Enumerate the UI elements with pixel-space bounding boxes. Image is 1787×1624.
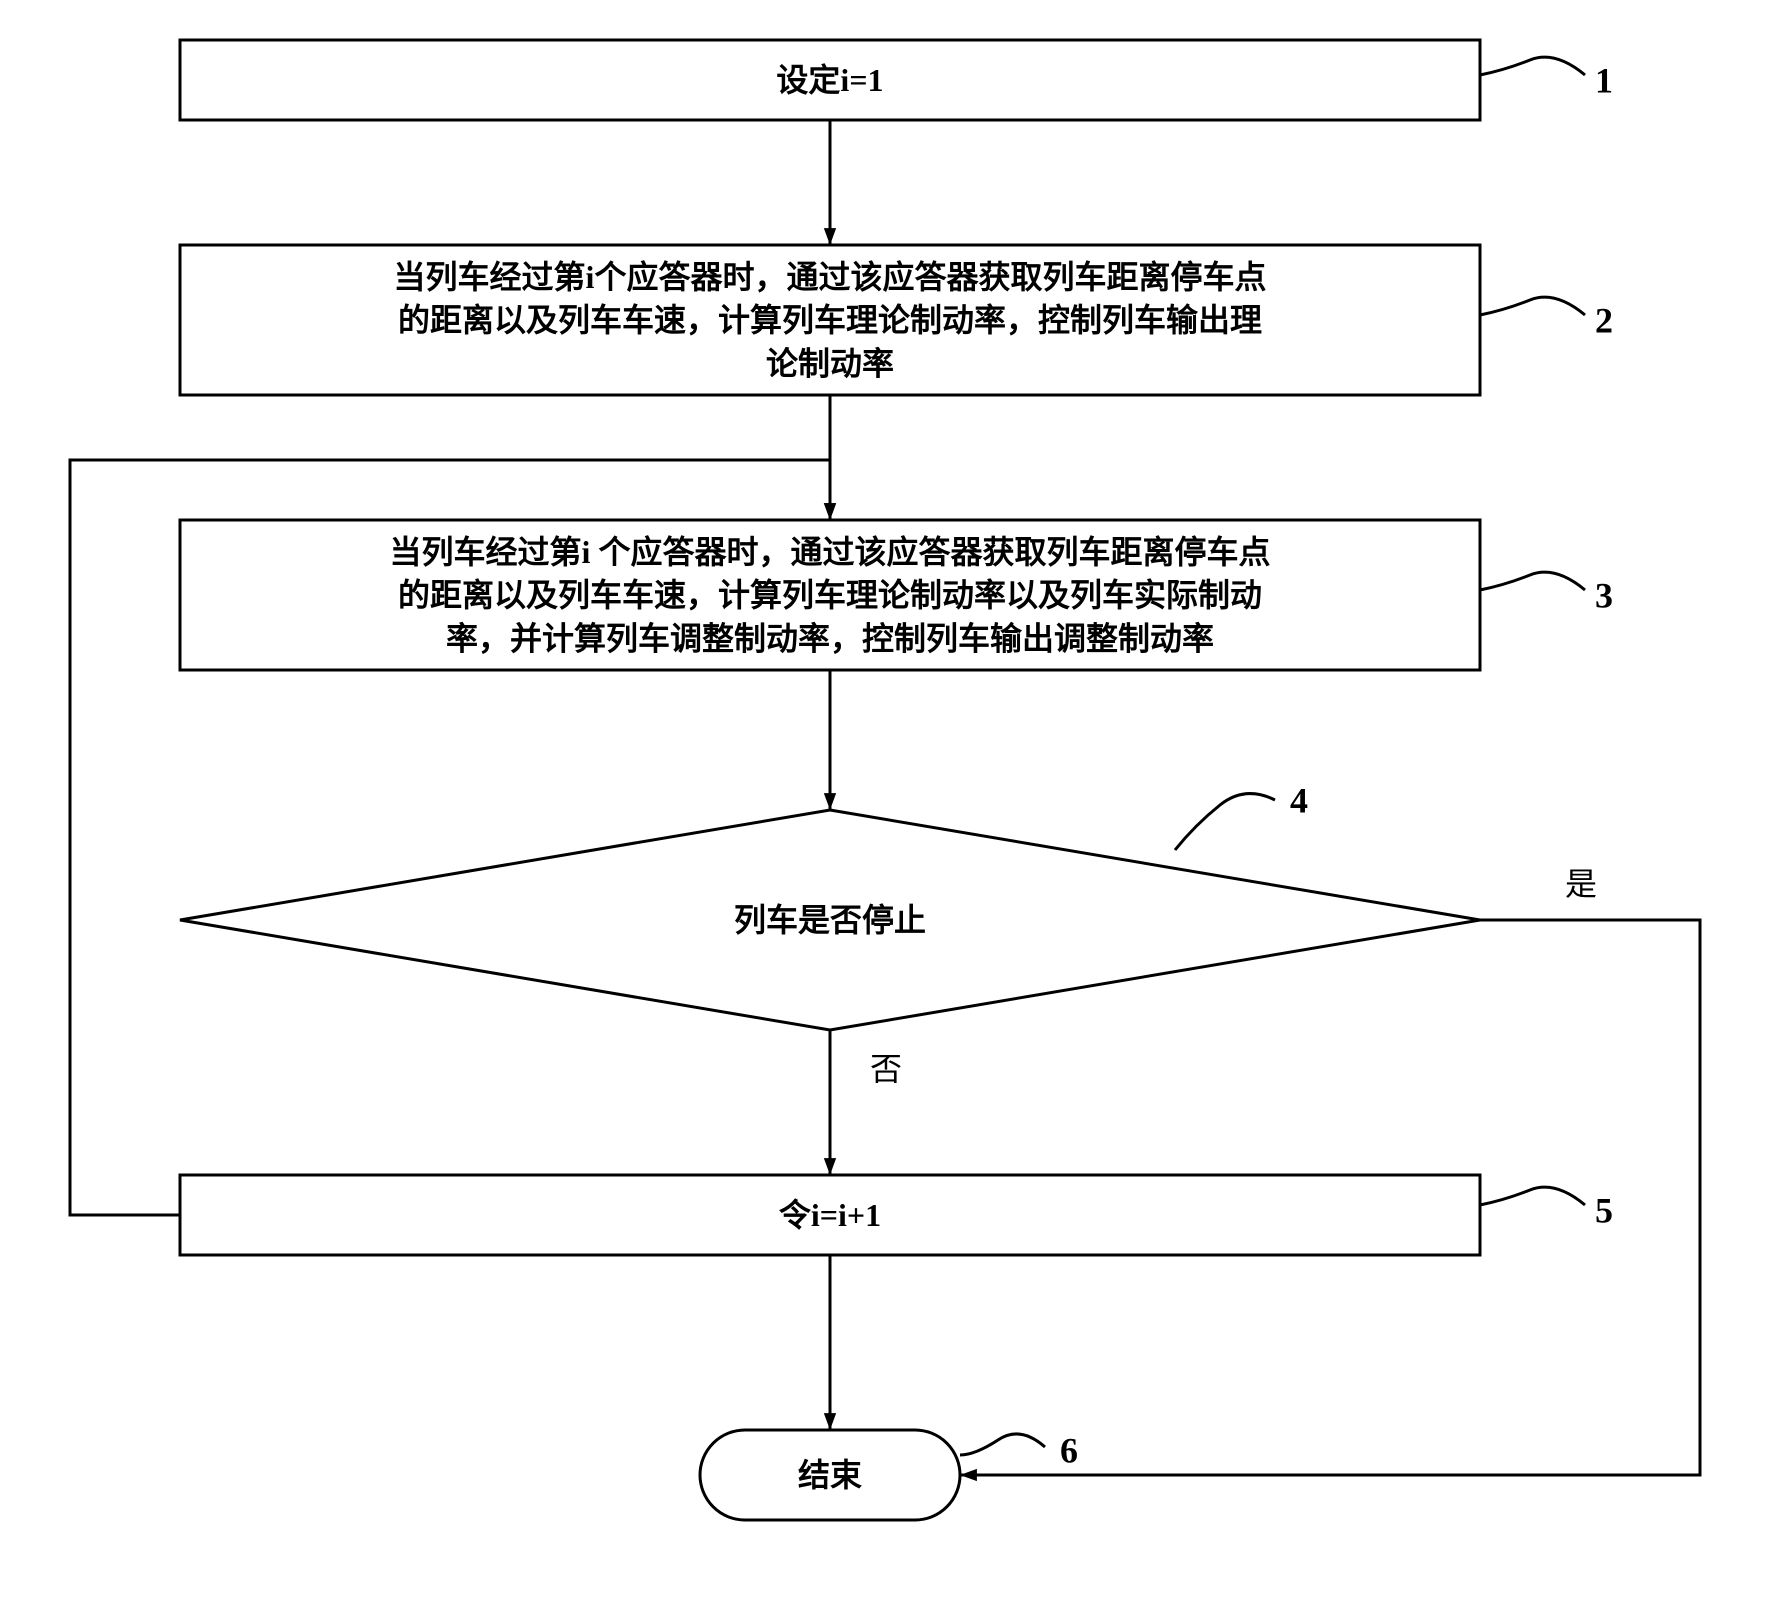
label-connector: [1480, 297, 1585, 315]
label-connector: [1175, 794, 1275, 850]
label-connector: [960, 1434, 1045, 1455]
label-connector: [1480, 572, 1585, 590]
node-text: 结束: [798, 1457, 862, 1493]
node-number-label: 2: [1595, 301, 1613, 341]
edge-label: 否: [870, 1051, 902, 1087]
node-text: 论制动率: [766, 345, 894, 381]
node-text: 率，并计算列车调整制动率，控制列车输出调整制动率: [446, 620, 1214, 656]
node-text: 设定i=1: [776, 62, 883, 98]
node-number-label: 3: [1595, 576, 1613, 616]
label-connector: [1480, 57, 1585, 75]
node-number-label: 5: [1595, 1191, 1613, 1231]
node-text: 当列车经过第i个应答器时，通过该应答器获取列车距离停车点: [394, 259, 1267, 295]
node-number-label: 1: [1595, 61, 1613, 101]
node-number-label: 6: [1060, 1431, 1078, 1471]
node-text: 列车是否停止: [734, 902, 926, 938]
node-text: 的距离以及列车车速，计算列车理论制动率，控制列车输出理: [398, 302, 1262, 338]
node-text: 当列车经过第i 个应答器时，通过该应答器获取列车距离停车点: [390, 534, 1271, 570]
edge-label: 是: [1565, 866, 1597, 902]
node-text: 的距离以及列车车速，计算列车理论制动率以及列车实际制动: [398, 577, 1262, 613]
label-connector: [1480, 1187, 1585, 1205]
node-text: 令i=i+1: [779, 1197, 881, 1233]
node-number-label: 4: [1290, 781, 1308, 821]
